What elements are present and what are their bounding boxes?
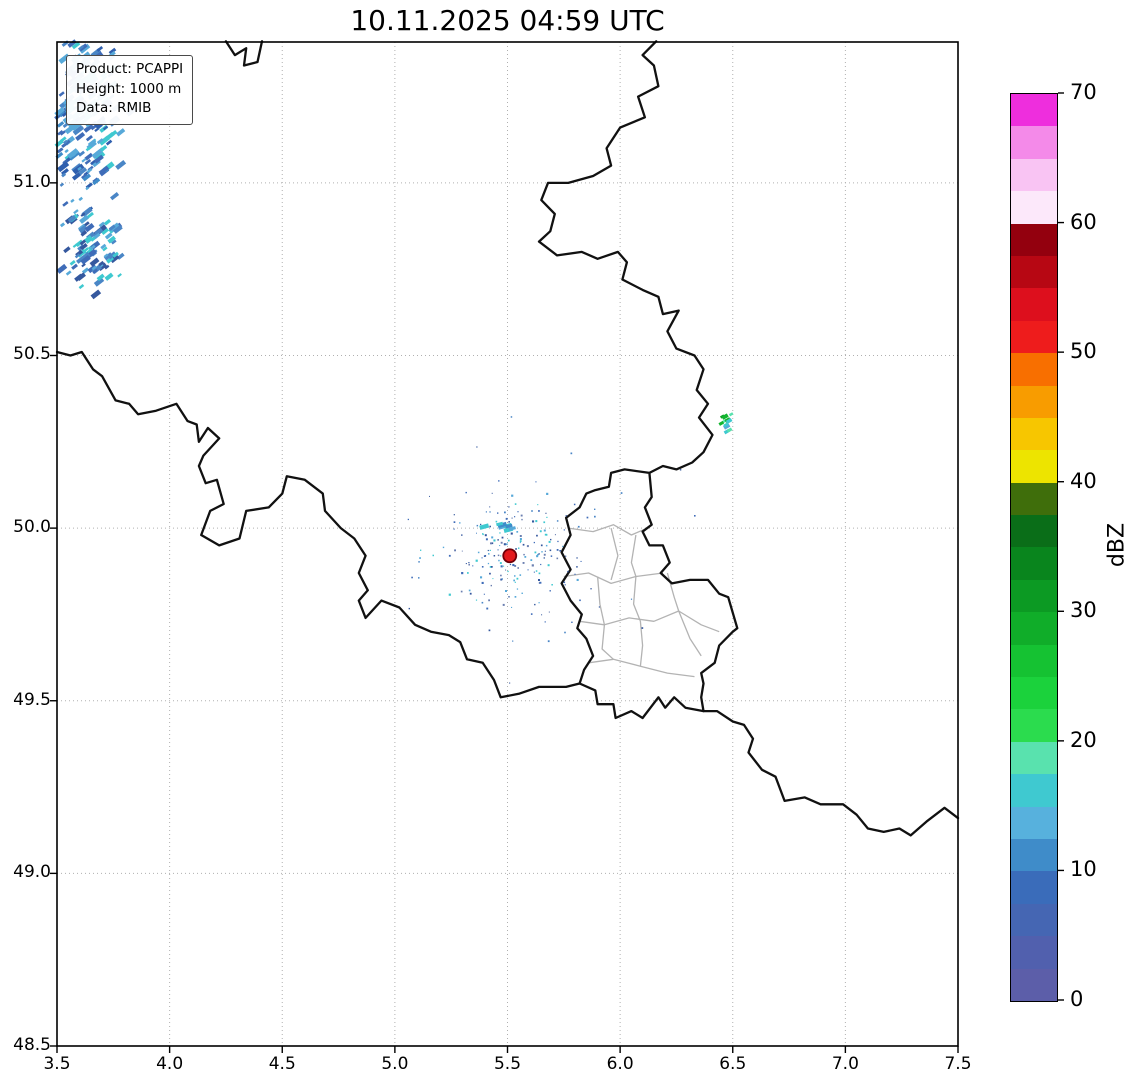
colorbar-tick-label: 30 (1070, 598, 1097, 623)
colorbar-band (1011, 903, 1057, 937)
colorbar-tick-label: 50 (1070, 339, 1097, 364)
x-tick-label: 3.5 (43, 1054, 71, 1074)
y-tick-label: 51.0 (13, 171, 51, 192)
colorbar-band (1011, 158, 1057, 192)
colorbar-band (1011, 871, 1057, 904)
colorbar-band (1011, 223, 1057, 256)
colorbar-band (1011, 515, 1057, 548)
colorbar-band (1011, 741, 1057, 775)
info-line-height: Height: 1000 m (76, 80, 182, 97)
x-tick-label: 5.0 (381, 1054, 409, 1074)
y-tick-label: 49.5 (13, 689, 51, 710)
y-tick-label: 50.0 (13, 517, 51, 538)
colorbar-band (1011, 482, 1057, 516)
colorbar-band (1011, 612, 1057, 645)
colorbar-band (1011, 320, 1057, 354)
colorbar-band (1011, 126, 1057, 159)
x-tick-label: 4.0 (156, 1054, 184, 1074)
colorbar-label: dBZ (1104, 522, 1130, 568)
radar-site-marker (502, 548, 518, 564)
colorbar-band (1011, 547, 1057, 580)
precip-nw-secondary (56, 212, 125, 300)
y-tick-label: 48.5 (13, 1035, 51, 1055)
country-borders (55, 40, 960, 837)
colorbar-band (1011, 644, 1057, 678)
page-title: 10.11.2025 04:59 UTC (350, 4, 665, 37)
colorbar-band (1011, 450, 1057, 483)
colorbar-band (1011, 417, 1057, 451)
colorbar-band (1011, 579, 1057, 613)
x-tick-label: 5.5 (493, 1054, 522, 1074)
precip-nw-stray (59, 121, 91, 228)
colorbar-band (1011, 806, 1057, 839)
colorbar-band (1011, 385, 1057, 418)
x-tick-label: 7.0 (831, 1054, 859, 1074)
colorbar-band (1011, 677, 1057, 710)
info-line-product: Product: PCAPPI (76, 61, 184, 77)
y-tick-label: 50.5 (13, 344, 51, 365)
clutter-outer (407, 416, 696, 684)
colorbar-tick-label: 60 (1070, 209, 1097, 234)
clutter-streaks (479, 521, 516, 533)
x-tick-label: 6.5 (719, 1054, 747, 1074)
axis-tick-marks (50, 92, 1064, 1053)
echo-east (718, 412, 734, 435)
colorbar-band (1011, 838, 1057, 872)
colorbar-tick-label: 40 (1070, 468, 1097, 493)
colorbar-band (1011, 968, 1057, 1001)
colorbar-band (1011, 288, 1057, 321)
x-tick-label: 7.5 (944, 1054, 972, 1074)
x-tick-label: 4.5 (268, 1054, 296, 1074)
colorbar-tick-label: 70 (1070, 80, 1097, 104)
colorbar-band (1011, 191, 1057, 224)
colorbar-tick-label: 0 (1070, 987, 1084, 1011)
product-info-box: Product: PCAPPI Height: 1000 m Data: RMI… (66, 55, 194, 125)
colorbar-band (1011, 255, 1057, 289)
gridlines (57, 42, 958, 1046)
info-line-data: Data: RMIB (76, 100, 152, 117)
x-tick-label: 6.0 (606, 1054, 634, 1074)
clutter-ring (419, 480, 579, 616)
district-borders (563, 524, 720, 678)
y-tick-label: 49.0 (13, 862, 51, 883)
colorbar-band (1011, 774, 1057, 807)
colorbar (1010, 93, 1058, 1002)
colorbar-tick-label: 20 (1070, 727, 1097, 752)
colorbar-band (1011, 936, 1057, 969)
colorbar-tick-label: 10 (1070, 857, 1097, 882)
colorbar-band (1011, 709, 1057, 742)
colorbar-band (1011, 94, 1057, 127)
colorbar-band (1011, 353, 1057, 386)
